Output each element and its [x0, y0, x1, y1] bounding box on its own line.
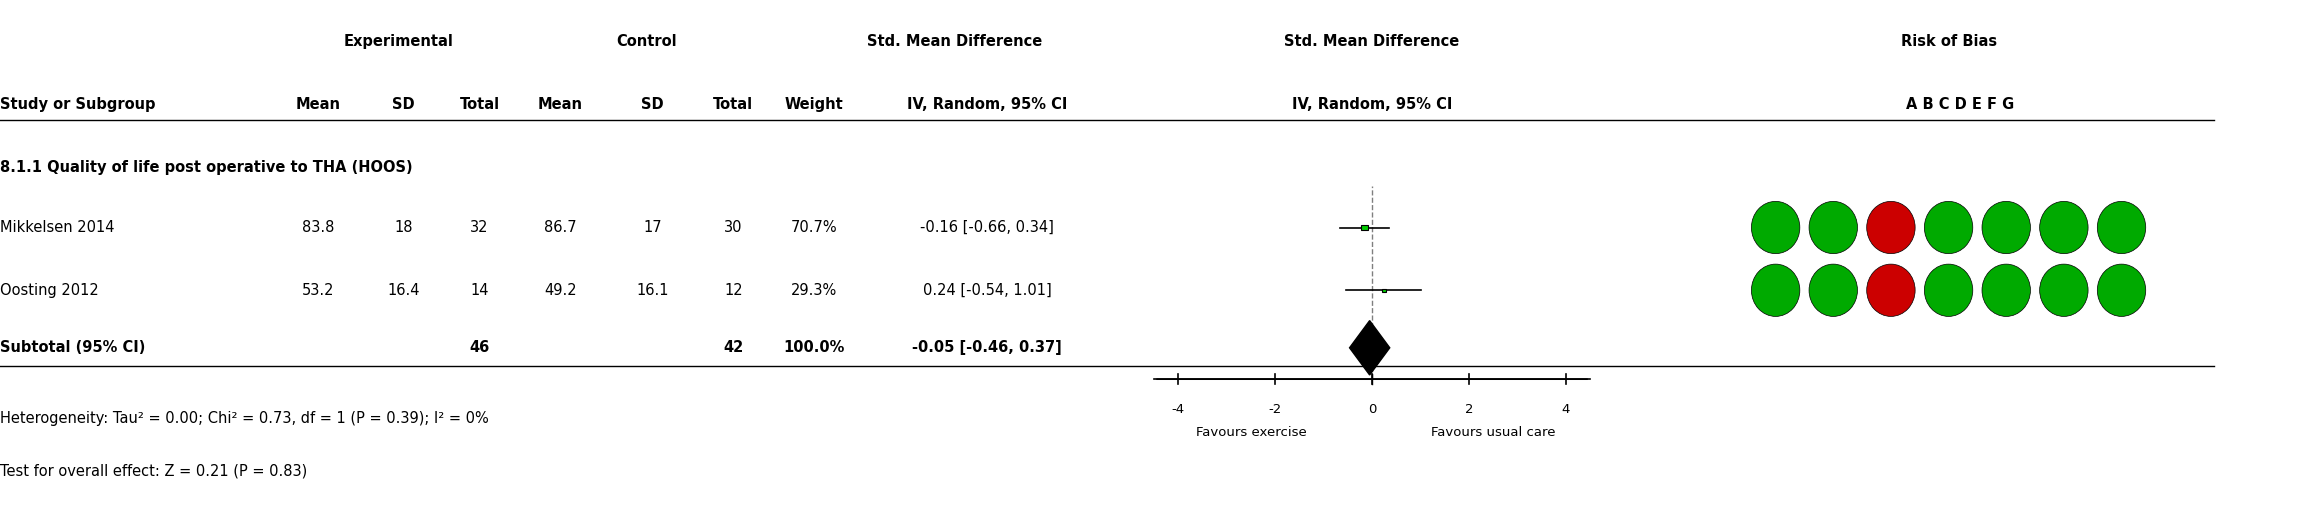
- Text: +: +: [1826, 283, 1840, 297]
- Text: 86.7: 86.7: [544, 220, 576, 235]
- Text: 12: 12: [724, 283, 743, 298]
- Ellipse shape: [1981, 264, 2029, 316]
- Text: Total: Total: [459, 97, 500, 112]
- Text: +: +: [2057, 221, 2071, 234]
- FancyBboxPatch shape: [1361, 225, 1367, 230]
- Ellipse shape: [1981, 201, 2029, 254]
- Text: +: +: [1769, 221, 1783, 234]
- Text: +: +: [1769, 283, 1783, 297]
- Text: IV, Random, 95% CI: IV, Random, 95% CI: [906, 97, 1068, 112]
- Text: +: +: [2057, 283, 2071, 297]
- Text: Test for overall effect: Z = 0.21 (P = 0.83): Test for overall effect: Z = 0.21 (P = 0…: [0, 463, 307, 478]
- Text: -0.05 [-0.46, 0.37]: -0.05 [-0.46, 0.37]: [913, 340, 1061, 355]
- Text: 29.3%: 29.3%: [791, 283, 837, 298]
- Ellipse shape: [2096, 201, 2145, 254]
- Text: 53.2: 53.2: [302, 283, 334, 298]
- Text: 32: 32: [470, 220, 489, 235]
- Text: Std. Mean Difference: Std. Mean Difference: [867, 35, 1042, 49]
- Text: -2: -2: [1268, 403, 1282, 416]
- Text: 17: 17: [643, 220, 662, 235]
- Text: +: +: [2115, 221, 2128, 234]
- Text: 14: 14: [470, 283, 489, 298]
- Ellipse shape: [2039, 264, 2089, 316]
- Text: A B C D E F G: A B C D E F G: [1907, 97, 2013, 112]
- Text: Oosting 2012: Oosting 2012: [0, 283, 99, 298]
- Text: -4: -4: [1171, 403, 1185, 416]
- Ellipse shape: [2039, 201, 2089, 254]
- Ellipse shape: [1923, 201, 1972, 254]
- Text: Weight: Weight: [784, 97, 844, 112]
- Text: Experimental: Experimental: [344, 35, 454, 49]
- Ellipse shape: [1808, 201, 1859, 254]
- Text: Total: Total: [713, 97, 754, 112]
- Text: Heterogeneity: Tau² = 0.00; Chi² = 0.73, df = 1 (P = 0.39); I² = 0%: Heterogeneity: Tau² = 0.00; Chi² = 0.73,…: [0, 411, 489, 426]
- Text: -: -: [1889, 221, 1893, 234]
- Ellipse shape: [1753, 264, 1799, 316]
- Text: 42: 42: [724, 340, 743, 355]
- Ellipse shape: [1866, 264, 1914, 316]
- Text: Std. Mean Difference: Std. Mean Difference: [1284, 35, 1460, 49]
- Text: +: +: [2115, 283, 2128, 297]
- Text: Mikkelsen 2014: Mikkelsen 2014: [0, 220, 115, 235]
- Text: +: +: [1999, 221, 2013, 234]
- Text: Subtotal (95% CI): Subtotal (95% CI): [0, 340, 145, 355]
- Text: +: +: [1826, 221, 1840, 234]
- Polygon shape: [1349, 321, 1391, 375]
- Ellipse shape: [1866, 201, 1914, 254]
- Text: Favours usual care: Favours usual care: [1432, 426, 1554, 439]
- Text: IV, Random, 95% CI: IV, Random, 95% CI: [1291, 97, 1453, 112]
- Text: 100.0%: 100.0%: [784, 340, 844, 355]
- Ellipse shape: [1753, 201, 1799, 254]
- Text: 70.7%: 70.7%: [791, 220, 837, 235]
- Text: Mean: Mean: [537, 97, 583, 112]
- FancyBboxPatch shape: [1381, 289, 1386, 292]
- Ellipse shape: [2096, 264, 2145, 316]
- Text: 83.8: 83.8: [302, 220, 334, 235]
- Text: Risk of Bias: Risk of Bias: [1900, 35, 1997, 49]
- Text: 30: 30: [724, 220, 743, 235]
- Text: SD: SD: [392, 97, 415, 112]
- Text: +: +: [1942, 283, 1955, 297]
- Ellipse shape: [1808, 264, 1859, 316]
- Text: 4: 4: [1561, 403, 1570, 416]
- Text: Mean: Mean: [295, 97, 341, 112]
- Text: -0.16 [-0.66, 0.34]: -0.16 [-0.66, 0.34]: [920, 220, 1054, 235]
- Text: 0.24 [-0.54, 1.01]: 0.24 [-0.54, 1.01]: [922, 283, 1052, 298]
- Text: SD: SD: [641, 97, 664, 112]
- Text: 18: 18: [394, 220, 413, 235]
- Text: 16.4: 16.4: [387, 283, 420, 298]
- Text: 49.2: 49.2: [544, 283, 576, 298]
- Text: +: +: [1942, 221, 1955, 234]
- Text: -: -: [1889, 283, 1893, 297]
- Text: 2: 2: [1464, 403, 1474, 416]
- Ellipse shape: [1923, 264, 1972, 316]
- Text: 0: 0: [1367, 403, 1377, 416]
- Text: Study or Subgroup: Study or Subgroup: [0, 97, 155, 112]
- Text: 16.1: 16.1: [636, 283, 669, 298]
- Text: +: +: [1999, 283, 2013, 297]
- Text: 8.1.1 Quality of life post operative to THA (HOOS): 8.1.1 Quality of life post operative to …: [0, 160, 413, 175]
- Text: 46: 46: [470, 340, 489, 355]
- Text: Favours exercise: Favours exercise: [1195, 426, 1308, 439]
- Text: Control: Control: [616, 35, 678, 49]
